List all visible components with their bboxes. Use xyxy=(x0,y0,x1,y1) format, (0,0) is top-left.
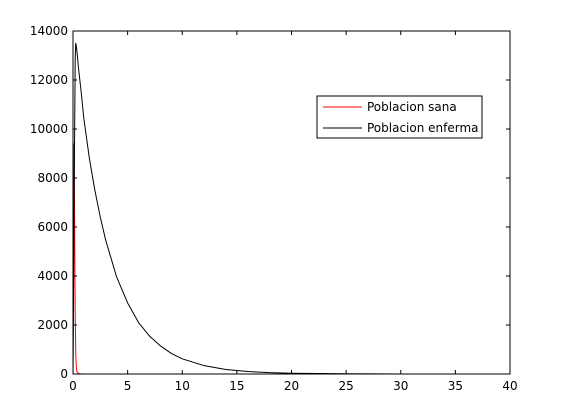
y-tick-label: 2000 xyxy=(37,318,68,332)
y-tick-label: 0 xyxy=(60,367,68,381)
y-tick-label: 12000 xyxy=(30,73,68,87)
y-tick-label: 6000 xyxy=(37,220,68,234)
series-line-1 xyxy=(72,42,511,375)
x-tick-label: 0 xyxy=(69,379,77,393)
legend-label-0: Poblacion sana xyxy=(367,100,457,114)
x-tick-label: 35 xyxy=(448,379,463,393)
x-tick-label: 30 xyxy=(393,379,408,393)
x-tick-label: 40 xyxy=(502,379,517,393)
x-tick-label: 15 xyxy=(229,379,244,393)
legend-label-1: Poblacion enferma xyxy=(367,121,479,135)
y-tick-label: 14000 xyxy=(30,24,68,38)
x-tick-label: 5 xyxy=(124,379,132,393)
legend: Poblacion sana Poblacion enferma xyxy=(316,95,483,139)
axes: 0 5 10 15 20 25 30 35 40 0 2000 4000 6000 8000 10000 12… xyxy=(30,24,518,393)
legend-box xyxy=(316,95,483,139)
x-tick-label: 10 xyxy=(175,379,190,393)
x-tick-label: 25 xyxy=(338,379,353,393)
y-tick-label: 8000 xyxy=(37,171,68,185)
y-tick-label: 4000 xyxy=(37,269,68,283)
x-tick-label: 20 xyxy=(284,379,299,393)
y-tick-label: 10000 xyxy=(30,122,68,136)
